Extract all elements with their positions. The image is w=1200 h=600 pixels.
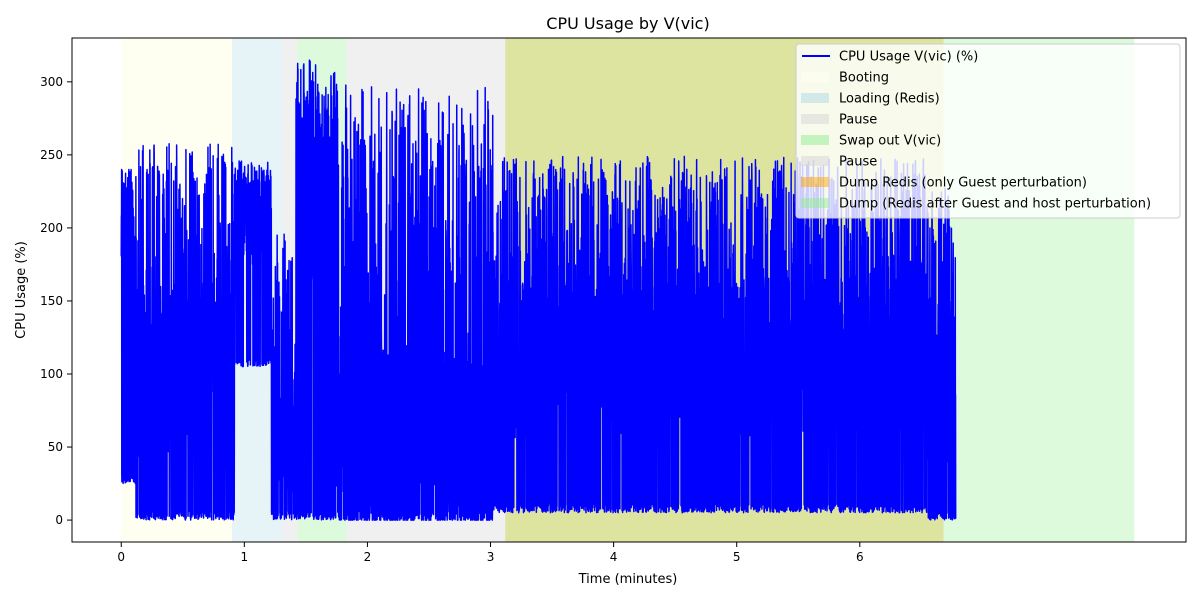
legend: CPU Usage V(vic) (%) Booting Loading (Redi… — [795, 43, 1181, 219]
legend-label: CPU Usage V(vic) (%) — [839, 50, 978, 65]
legend-label: Booting — [839, 71, 889, 86]
legend-label: Pause — [839, 155, 877, 170]
legend-label: Loading (Redis) — [839, 92, 940, 107]
x-axis-label: Time (minutes) — [578, 572, 678, 587]
y-tick-label: 0 — [55, 513, 63, 527]
y-tick-label: 250 — [40, 148, 63, 162]
plot-frame — [71, 37, 1187, 543]
y-tick-label: 200 — [40, 221, 63, 235]
y-tick-label: 100 — [40, 367, 63, 381]
x-tick-label: 6 — [856, 550, 864, 564]
legend-patch-swatch — [801, 177, 829, 187]
legend-patch-swatch — [801, 93, 829, 103]
y-tick-label: 300 — [40, 75, 63, 89]
legend-box — [795, 43, 1181, 219]
legend-label: Dump Redis (only Guest perturbation) — [839, 176, 1087, 191]
legend-patch-swatch — [801, 114, 829, 124]
x-tick-label: 5 — [733, 550, 741, 564]
x-tick-label: 3 — [487, 550, 495, 564]
legend-label: Dump (Redis after Guest and host perturb… — [839, 197, 1151, 212]
legend-patch-swatch — [801, 72, 829, 82]
y-axis-ticks: 0 50 100 150 200 250 300 — [40, 75, 72, 527]
x-axis-ticks: 0 1 2 3 4 5 6 — [117, 542, 864, 564]
x-tick-label: 1 — [241, 550, 249, 564]
x-tick-label: 4 — [610, 550, 618, 564]
x-tick-label: 2 — [364, 550, 372, 564]
series-line-layer — [120, 59, 957, 521]
y-axis-label: CPU Usage (%) — [14, 241, 29, 339]
legend-patch-swatch — [801, 135, 829, 145]
series-line-0 — [120, 59, 957, 521]
legend-patch-swatch — [801, 198, 829, 208]
legend-label: Pause — [839, 113, 877, 128]
legend-label: Swap out V(vic) — [839, 134, 941, 149]
y-tick-label: 50 — [48, 440, 63, 454]
y-tick-label: 150 — [40, 294, 63, 308]
x-tick-label: 0 — [117, 550, 125, 564]
chart-title: CPU Usage by V(vic) — [546, 14, 709, 33]
legend-patch-swatch — [801, 156, 829, 166]
